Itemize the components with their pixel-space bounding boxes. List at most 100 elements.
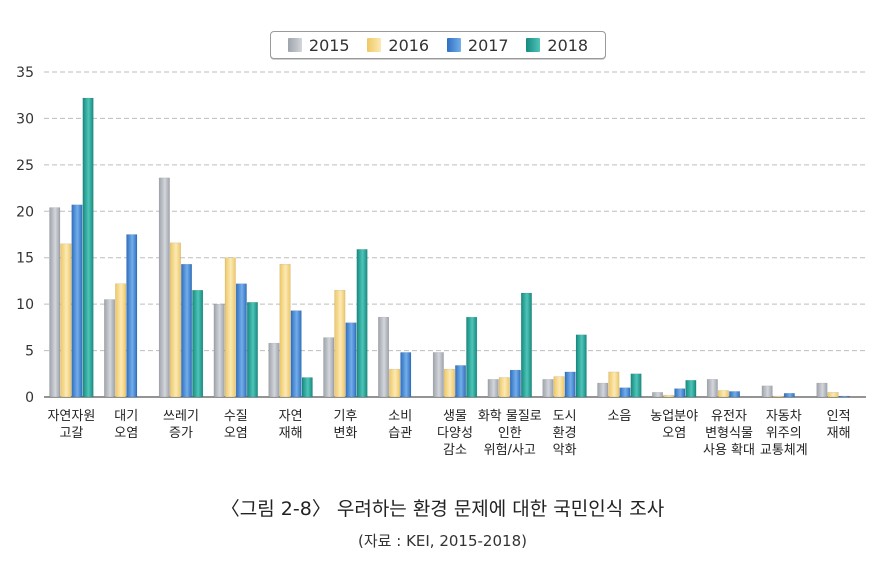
- category-label-13-2: 교통체계: [760, 443, 808, 458]
- category-label-5-1: 변화: [333, 426, 357, 441]
- bar-2017-1: [126, 234, 138, 398]
- category-label-6-0: 소비: [388, 409, 412, 424]
- bar-2017-10: [619, 387, 631, 398]
- bar-2015-8: [487, 379, 499, 398]
- bar-2017-5: [345, 322, 357, 398]
- bar-2015-2: [158, 177, 170, 398]
- bar-2018-10: [630, 373, 642, 398]
- bar-2015-13: [761, 385, 773, 398]
- category-label-13-0: 자동차: [766, 409, 802, 424]
- y-tick-label-35: 35: [16, 65, 34, 81]
- category-label-3-1: 오염: [224, 426, 248, 441]
- category-label-4-1: 재해: [279, 426, 303, 441]
- bar-2018-2: [192, 289, 204, 398]
- category-label-0-0: 자연자원: [47, 409, 95, 424]
- category-label-2-1: 증가: [169, 426, 193, 441]
- category-label-9-0: 도시: [553, 409, 577, 424]
- bar-2015-11: [652, 392, 664, 398]
- bar-2016-3: [224, 257, 236, 398]
- category-label-8-0: 화학 물질로: [478, 409, 542, 424]
- category-label-7-2: 감소: [443, 443, 467, 458]
- bar-2017-12: [729, 391, 741, 398]
- bar-2015-10: [597, 382, 609, 398]
- bar-2016-7: [443, 368, 455, 398]
- bar-2016-12: [717, 390, 729, 398]
- bar-2017-3: [235, 283, 247, 398]
- bar-2018-0: [82, 97, 94, 398]
- bar-2017-7: [455, 365, 467, 398]
- legend-label-2017: 2017: [467, 35, 509, 55]
- bar-2016-8: [498, 377, 510, 398]
- bar-2015-6: [378, 316, 390, 398]
- legend-label-2016: 2016: [388, 35, 430, 55]
- legend-item-2018: 2018: [526, 36, 588, 55]
- bar-2017-9: [564, 371, 576, 398]
- bar-2018-3: [246, 302, 258, 398]
- legend-swatch-2017: [446, 38, 461, 52]
- legend-item-2017: 2017: [446, 35, 509, 55]
- category-label-13-1: 위주의: [766, 426, 802, 441]
- bar-2017-2: [181, 263, 193, 398]
- bar-2015-3: [213, 303, 225, 398]
- legend-label-2015: 2015: [308, 35, 350, 55]
- category-label-6-1: 습관: [388, 426, 412, 441]
- y-tick-label-25: 25: [16, 158, 34, 174]
- category-label-9-1: 환경: [553, 426, 577, 441]
- bar-2018-9: [575, 334, 587, 398]
- bar-2016-2: [169, 242, 181, 398]
- legend-swatch-2018: [526, 38, 541, 52]
- bar-2018-4: [301, 377, 313, 398]
- y-tick-label-10: 10: [16, 297, 34, 313]
- bar-2016-10: [608, 371, 620, 398]
- bar-2015-5: [323, 337, 335, 398]
- bar-2015-7: [432, 352, 444, 398]
- category-label-0-1: 고갈: [59, 426, 83, 441]
- bar-2017-14: [838, 395, 850, 398]
- category-label-11-0: 농업분야: [650, 409, 698, 424]
- category-label-4-0: 자연: [279, 409, 303, 424]
- bar-2016-9: [553, 376, 565, 398]
- bar-2018-8: [520, 292, 532, 398]
- category-label-12-0: 유전자: [711, 409, 747, 424]
- bar-2015-4: [268, 342, 280, 398]
- category-label-8-1: 인한: [498, 426, 522, 441]
- category-label-8-2: 위험/사고: [484, 443, 536, 458]
- legend: 2015 2016 2017 2018: [270, 31, 606, 59]
- chart-source: (자료 : KEI, 2015-2018): [358, 532, 527, 550]
- category-label-14-1: 재해: [827, 426, 851, 441]
- category-label-1-0: 대기: [114, 409, 138, 424]
- y-tick-label-20: 20: [16, 204, 34, 220]
- y-tick-label-30: 30: [16, 111, 34, 127]
- bar-2015-12: [706, 379, 718, 398]
- bar-2016-1: [115, 283, 127, 398]
- chart-title: 〈그림 2-8〉 우려하는 환경 문제에 대한 국민인식 조사: [220, 498, 665, 520]
- bar-2016-5: [334, 289, 346, 398]
- category-label-5-0: 기후: [333, 409, 357, 424]
- legend-item-2015: 2015: [287, 35, 350, 55]
- category-label-14-0: 인적: [827, 409, 851, 424]
- category-label-1-1: 오염: [114, 426, 138, 441]
- y-tick-label-15: 15: [16, 251, 34, 267]
- bar-2016-13: [772, 395, 784, 398]
- bar-2015-1: [104, 299, 116, 398]
- bar-2018-5: [356, 249, 368, 398]
- bar-2016-0: [60, 243, 72, 398]
- bar-2018-7: [466, 316, 478, 398]
- bar-2017-8: [509, 369, 521, 398]
- legend-swatch-2015: [287, 38, 302, 52]
- legend-swatch-2016: [367, 38, 382, 52]
- bar-2015-0: [49, 207, 61, 398]
- category-label-7-0: 생물: [443, 409, 467, 424]
- category-label-11-1: 오염: [662, 426, 686, 441]
- bar-2016-4: [279, 263, 291, 398]
- bar-2017-4: [290, 310, 302, 398]
- category-label-2-0: 쓰레기: [163, 409, 199, 424]
- category-label-3-0: 수질: [224, 409, 248, 424]
- category-label-7-1: 다양성: [437, 426, 473, 441]
- bar-2017-11: [674, 388, 686, 398]
- bar-2016-14: [827, 392, 839, 398]
- category-label-12-2: 사용 확대: [703, 443, 755, 458]
- bar-2017-0: [71, 204, 83, 398]
- y-tick-label-0: 0: [25, 390, 34, 406]
